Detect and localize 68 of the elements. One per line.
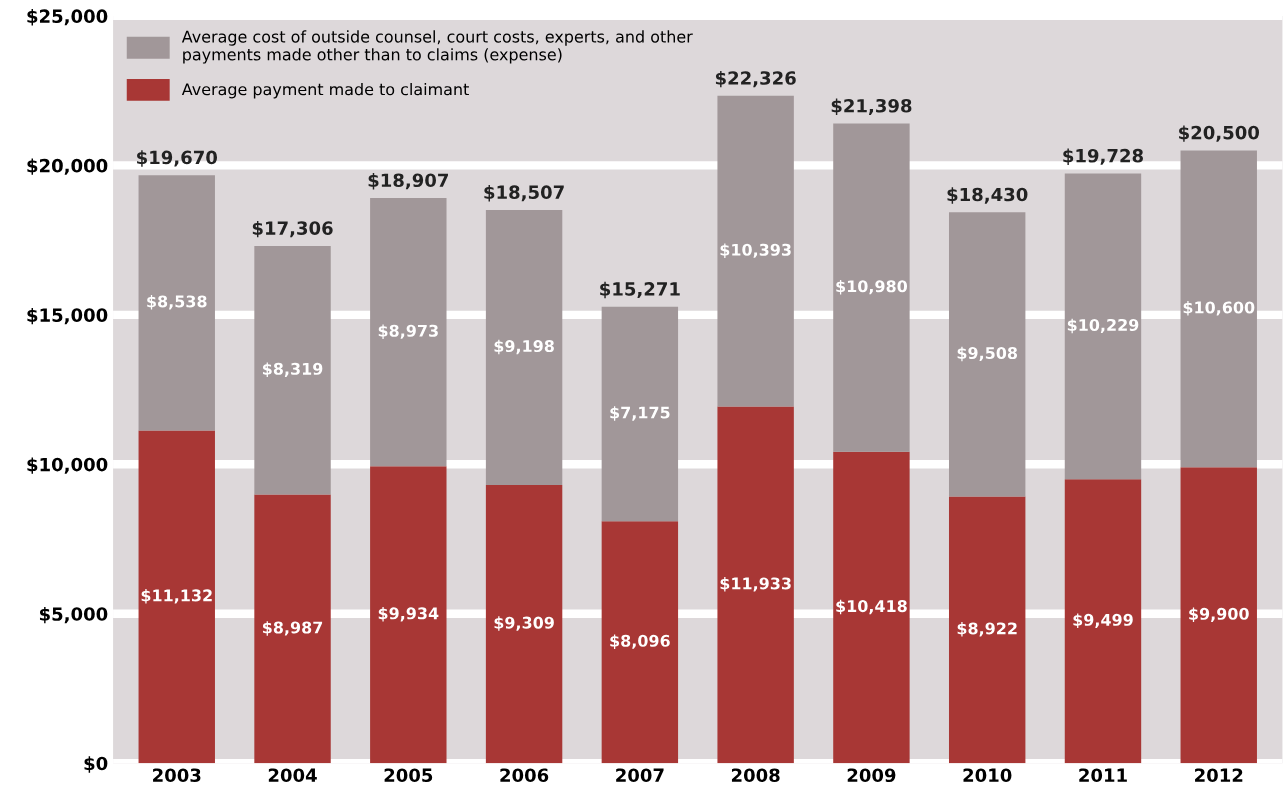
x-tick-label: 2009 <box>847 768 896 783</box>
data-label: $8,973 <box>378 324 438 339</box>
total-label: $18,907 <box>368 173 448 190</box>
data-label: $8,987 <box>262 621 323 636</box>
bar <box>948 212 1026 497</box>
x-tick-label: 2004 <box>268 768 317 783</box>
x-tick-label: 2012 <box>1195 768 1243 783</box>
y-tick-label: $15,000 <box>27 307 108 325</box>
x-tick-label: 2003 <box>153 768 201 783</box>
bar <box>254 245 331 495</box>
data-label: $11,132 <box>141 589 212 604</box>
data-label: $8,096 <box>610 634 670 649</box>
x-tick-label: 2010 <box>963 768 1012 783</box>
data-label: $8,319 <box>262 362 323 377</box>
y-tick-label: $10,000 <box>27 457 108 474</box>
x-tick-label: 2005 <box>384 768 433 783</box>
bar <box>370 198 447 467</box>
bar <box>1064 479 1142 764</box>
data-label: $10,393 <box>720 243 791 258</box>
bar <box>1064 173 1142 480</box>
bar <box>138 430 215 764</box>
bar <box>485 484 563 764</box>
total-label: $17,306 <box>252 220 333 238</box>
bar <box>1180 150 1257 468</box>
legend-label: Average payment made to claimant <box>181 82 469 99</box>
x-tick-label: 2011 <box>1079 768 1127 783</box>
data-label: $9,499 <box>1073 613 1133 628</box>
bar <box>833 123 910 452</box>
bar <box>254 494 331 764</box>
legend-label: Average cost of outside counsel, court costs, experts, and other payments made other than to claims (expense) <box>181 30 693 64</box>
total-label: $15,271 <box>600 281 680 299</box>
data-label: $9,508 <box>957 346 1018 362</box>
bar <box>717 95 794 407</box>
bar <box>601 306 679 522</box>
bar <box>370 466 447 764</box>
data-label: $9,934 <box>378 607 439 622</box>
data-label: $8,538 <box>147 295 207 310</box>
bar <box>485 209 563 485</box>
bar <box>948 496 1026 764</box>
total-label: $22,326 <box>715 70 796 88</box>
x-tick-label: 2006 <box>500 768 549 783</box>
data-label: $10,229 <box>1067 318 1139 334</box>
total-label: $19,728 <box>1063 148 1143 165</box>
total-label: $18,507 <box>484 185 564 202</box>
bar <box>1180 467 1257 764</box>
total-label: $18,430 <box>947 187 1028 204</box>
data-label: $9,900 <box>1189 607 1249 622</box>
y-tick-label: $0 <box>84 756 108 773</box>
bar <box>138 175 215 431</box>
bar <box>601 521 679 764</box>
bar <box>833 451 910 764</box>
data-label: $8,922 <box>957 622 1017 637</box>
data-label: $9,198 <box>494 339 554 355</box>
y-tick-label: $25,000 <box>27 9 108 26</box>
total-label: $20,500 <box>1179 125 1260 142</box>
data-label: $7,175 <box>610 406 670 421</box>
y-tick-label: $5,000 <box>39 606 108 624</box>
total-label: $21,398 <box>831 98 912 115</box>
x-tick-label: 2007 <box>616 768 664 783</box>
bar <box>717 406 794 764</box>
data-label: $11,933 <box>720 577 791 592</box>
data-label: $10,980 <box>836 279 908 295</box>
total-label: $19,670 <box>137 150 218 167</box>
data-label: $9,309 <box>494 616 554 631</box>
x-tick-label: 2008 <box>731 768 780 783</box>
y-tick-label: $20,000 <box>27 158 108 175</box>
data-label: $10,600 <box>1183 301 1255 316</box>
data-label: $10,418 <box>836 599 907 615</box>
